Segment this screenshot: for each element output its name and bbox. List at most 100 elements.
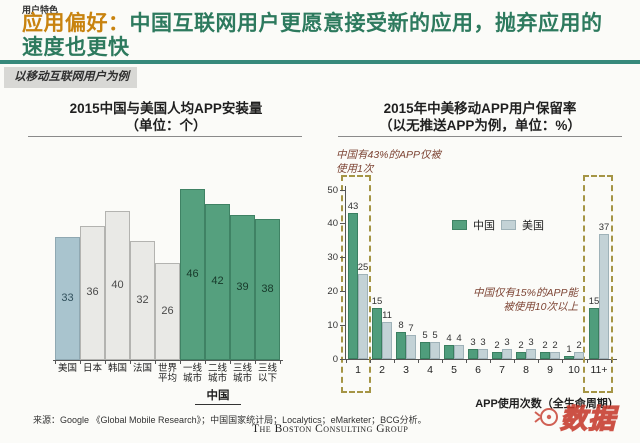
right-bar-value-usa-11+: 37 xyxy=(598,222,610,233)
right-category-label-6: 6 xyxy=(475,364,481,376)
annotation-43pct-line2: 使用1次 xyxy=(336,162,374,175)
highlight-box-first-use xyxy=(341,175,371,393)
right-bar-value-china-10: 1 xyxy=(566,344,572,355)
left-axis-tick-6 xyxy=(180,361,181,364)
left-axis-tick-8 xyxy=(230,361,231,364)
left-chart-title: 2015中国与美国人均APP安装量 （单位：个） xyxy=(30,100,302,134)
right-y-tick-label-40: 40 xyxy=(327,218,338,229)
left-bar-7 xyxy=(205,204,230,360)
right-y-tick-50 xyxy=(340,190,345,191)
right-category-label-3: 3 xyxy=(403,364,409,376)
right-bar-china-5 xyxy=(444,345,454,359)
right-bar-usa-1 xyxy=(358,274,368,359)
right-bar-usa-7 xyxy=(502,349,512,359)
right-bar-usa-6 xyxy=(478,349,488,359)
left-category-label-7: 二线 城市 xyxy=(207,363,227,384)
left-category-label-2: 日本 xyxy=(82,363,102,374)
right-y-tick-label-10: 10 xyxy=(327,320,338,331)
left-bar-9 xyxy=(255,219,280,360)
left-bar-value-1: 33 xyxy=(61,291,74,304)
left-category-label-8: 三线 城市 xyxy=(232,363,252,384)
right-chart-subtitle: （以无推送APP为例，单位：%） xyxy=(379,118,581,133)
right-chart-x-axis-label: APP使用次数（全生命周期） xyxy=(475,398,619,410)
page-title-line1-rest: 中国互联网用户更愿意接受新的应用，抛弃应用的 xyxy=(129,12,603,35)
right-bar-value-china-7: 2 xyxy=(494,340,500,351)
left-bar-value-7: 42 xyxy=(211,275,224,287)
right-bar-usa-11+ xyxy=(599,234,609,359)
page-title-line2: 速度也更快 xyxy=(22,36,130,59)
right-bar-value-china-4: 5 xyxy=(422,330,428,341)
watermark-logo-icon xyxy=(534,408,558,426)
right-x-tick-8 xyxy=(514,360,515,363)
right-category-label-11+: 11+ xyxy=(590,364,608,376)
left-bar-2 xyxy=(80,226,105,360)
legend: 中国 美国 xyxy=(452,217,544,233)
right-x-tick-9 xyxy=(538,360,539,363)
right-category-label-7: 7 xyxy=(499,364,505,376)
right-category-label-10: 10 xyxy=(568,364,580,376)
left-bar-value-2: 36 xyxy=(86,286,99,298)
right-bar-china-9 xyxy=(540,352,550,359)
left-axis-tick-2 xyxy=(80,361,81,364)
source-note: 来源：Google 《Global Mobile Research》；中国国家统… xyxy=(33,415,427,425)
right-y-tick-0 xyxy=(340,359,345,360)
right-bar-value-usa-10: 2 xyxy=(576,340,582,351)
legend-label-china: 中国 xyxy=(473,220,495,232)
right-chart-title-text: 2015年中美移动APP用户保留率 xyxy=(383,101,577,116)
right-x-tick-7 xyxy=(490,360,491,363)
right-bar-china-2 xyxy=(372,308,382,359)
left-axis-tick-5 xyxy=(155,361,156,364)
right-bar-value-usa-2: 11 xyxy=(382,310,392,321)
left-bar-1 xyxy=(55,237,80,360)
right-x-tick-end xyxy=(611,360,612,363)
left-axis-tick-7 xyxy=(205,361,206,364)
right-bar-usa-9 xyxy=(550,352,560,359)
left-axis-tick-1 xyxy=(55,361,56,364)
left-bar-value-3: 40 xyxy=(111,278,124,291)
left-axis-tick-end xyxy=(280,361,281,364)
right-category-label-9: 9 xyxy=(547,364,553,376)
eyebrow-label: 用户特色 xyxy=(22,5,59,15)
right-bar-usa-10 xyxy=(574,352,584,359)
right-chart-y-axis xyxy=(345,186,346,360)
legend-swatch-china xyxy=(452,220,467,230)
right-bar-value-china-11+: 15 xyxy=(588,296,600,307)
left-bar-6 xyxy=(180,189,205,360)
annotation-43pct: 中国有43%的APP仅被 使用1次 xyxy=(336,149,476,176)
right-y-tick-label-50: 50 xyxy=(327,185,338,196)
right-y-tick-20 xyxy=(340,291,345,292)
right-x-tick-10 xyxy=(562,360,563,363)
left-chart-china-group-label: 中国 xyxy=(195,387,241,405)
right-bar-value-china-6: 3 xyxy=(470,337,476,348)
page-title: 应用偏好：中国互联网用户更愿意接受新的应用，抛弃应用的 速度也更快 xyxy=(22,12,627,60)
right-bar-usa-2 xyxy=(382,322,392,359)
left-bar-value-8: 39 xyxy=(236,280,249,293)
page-title-line1: 应用偏好：中国互联网用户更愿意接受新的应用，抛弃应用的 xyxy=(22,12,627,36)
right-x-tick-1 xyxy=(346,360,347,363)
right-bar-value-usa-3: 7 xyxy=(408,323,414,334)
left-category-label-9: 三线 以下 xyxy=(257,363,277,384)
right-bar-value-usa-9: 2 xyxy=(552,340,558,351)
right-bar-china-1 xyxy=(348,213,358,359)
right-bar-value-china-3: 8 xyxy=(398,320,404,331)
right-bar-value-usa-5: 4 xyxy=(456,333,462,344)
left-category-label-4: 法国 xyxy=(132,363,152,374)
right-y-tick-label-30: 30 xyxy=(327,252,338,263)
annotation-15pct-line2: 被使用10次以上 xyxy=(503,301,578,313)
left-bar-value-6: 46 xyxy=(186,267,199,280)
right-category-label-8: 8 xyxy=(523,364,529,376)
right-category-label-4: 4 xyxy=(427,364,433,376)
scope-tag: 以移动互联网用户为例 xyxy=(4,67,137,88)
left-bar-value-4: 32 xyxy=(136,293,149,306)
left-axis-tick-3 xyxy=(105,361,106,364)
annotation-15pct: 中国仅有15%的APP能 被使用10次以上 xyxy=(428,286,578,314)
right-bar-china-10 xyxy=(564,356,574,359)
right-category-label-2: 2 xyxy=(379,364,385,376)
left-category-label-1: 美国 xyxy=(57,363,77,374)
right-bar-value-china-1: 43 xyxy=(347,201,359,212)
right-x-tick-5 xyxy=(442,360,443,363)
left-bar-4 xyxy=(130,241,155,360)
annotation-15pct-line1: 中国仅有15%的APP能 xyxy=(472,287,578,299)
header-divider xyxy=(0,60,640,64)
right-bar-value-usa-1: 25 xyxy=(357,262,369,273)
